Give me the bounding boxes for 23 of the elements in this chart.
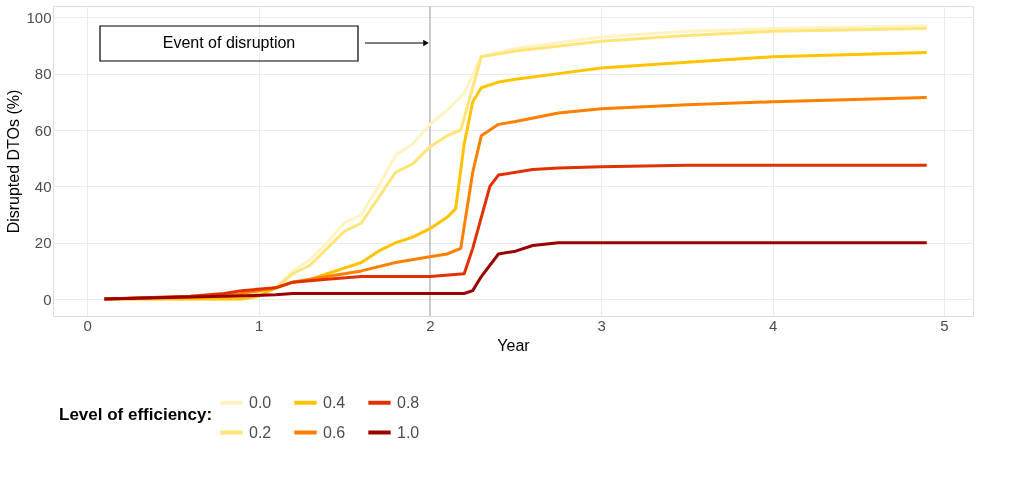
y-tick-label: 40 bbox=[34, 177, 52, 195]
y-tick-label: 60 bbox=[34, 121, 52, 139]
legend-label: 0.2 bbox=[249, 423, 272, 441]
line-series bbox=[102, 241, 929, 301]
x-tick-label: 2 bbox=[426, 316, 435, 334]
x-tick-label: 4 bbox=[768, 316, 778, 334]
y-tick-label: 100 bbox=[26, 8, 52, 26]
legend-label: 0.0 bbox=[249, 393, 272, 411]
legend-label: 1.0 bbox=[397, 423, 420, 441]
y-axis-title: Disrupted DTOs (%) bbox=[5, 89, 23, 234]
legend-label: 0.6 bbox=[323, 423, 346, 441]
legend-title: Level of efficiency: bbox=[59, 405, 213, 424]
y-tick-label: 20 bbox=[34, 234, 52, 252]
x-axis-title: Year bbox=[497, 336, 531, 354]
x-tick-label: 5 bbox=[940, 316, 949, 334]
x-tick-label: 3 bbox=[597, 316, 606, 334]
legend-label: 0.8 bbox=[397, 393, 420, 411]
x-tick-label: 0 bbox=[83, 316, 92, 334]
y-tick-label: 0 bbox=[43, 290, 52, 308]
y-tick-label: 80 bbox=[34, 65, 52, 83]
annotation: Event of disruption bbox=[162, 34, 296, 51]
x-tick-label: 1 bbox=[254, 316, 264, 334]
legend-label: 0.4 bbox=[323, 393, 346, 411]
